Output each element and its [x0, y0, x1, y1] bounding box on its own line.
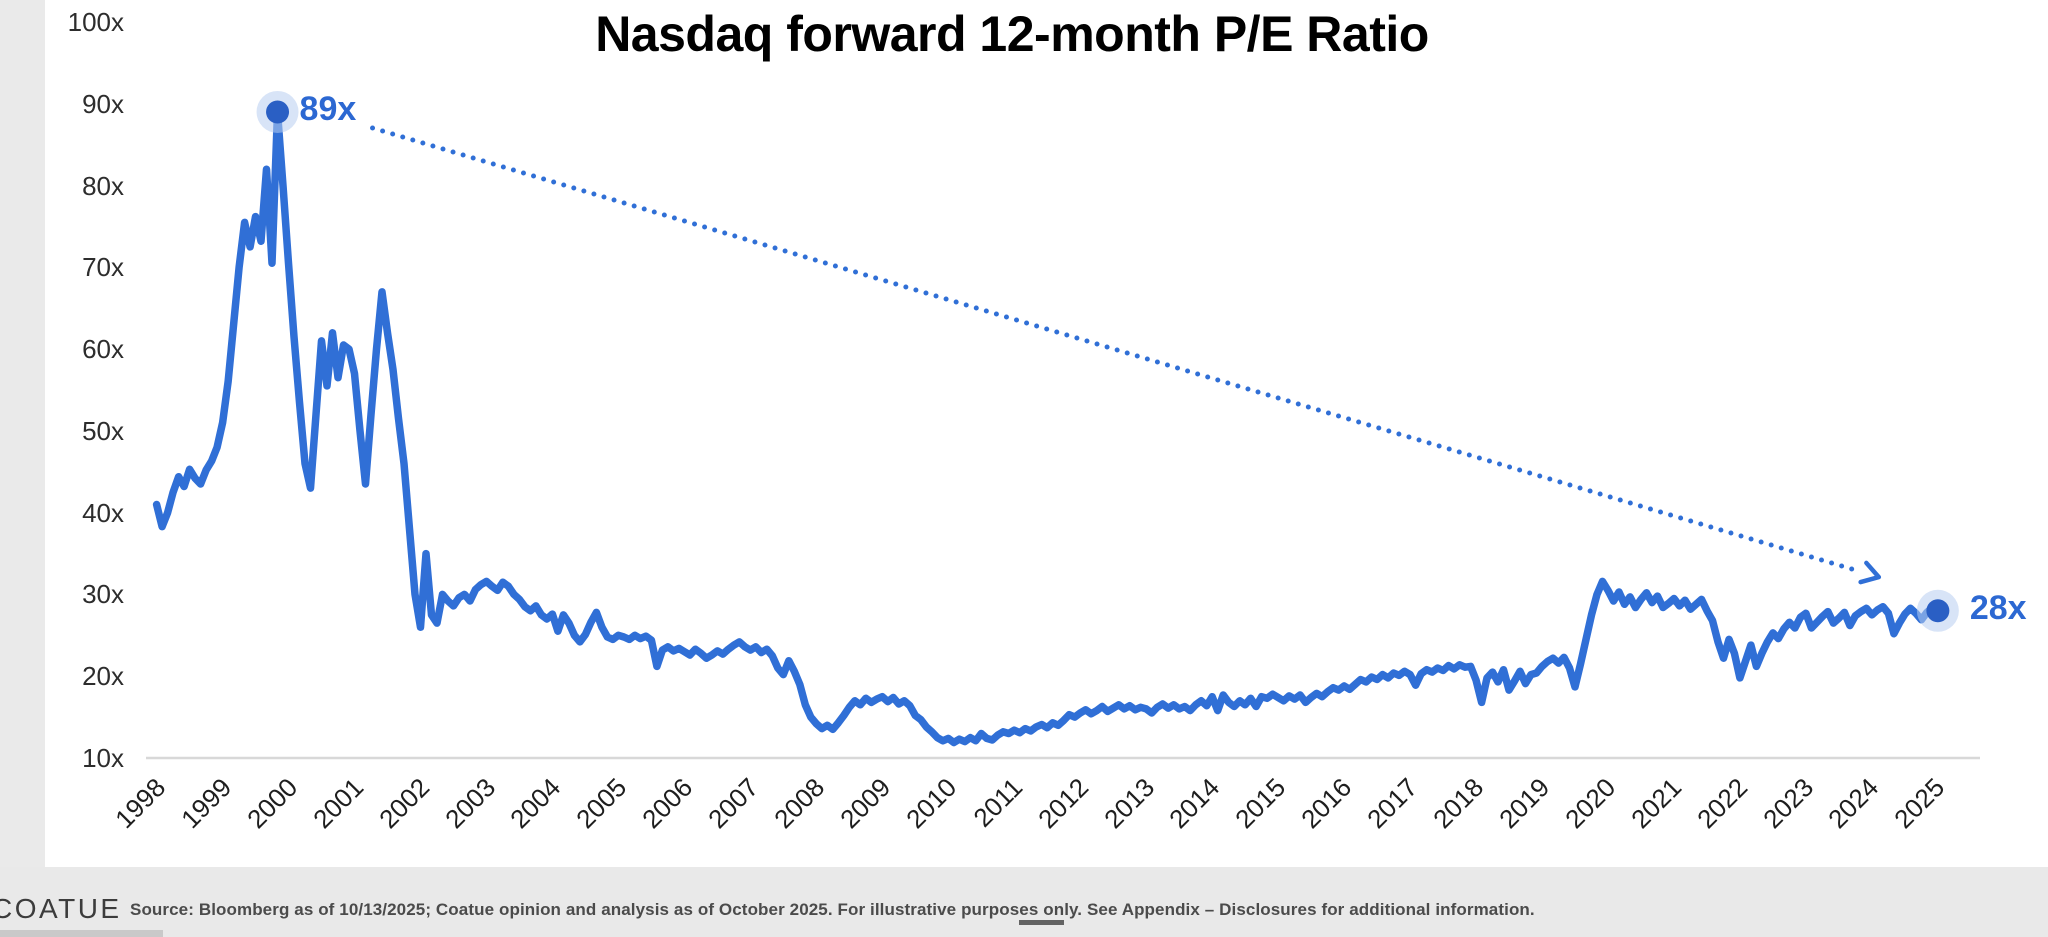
chart-title: Nasdaq forward 12-month P/E Ratio: [595, 6, 1429, 62]
arrowhead-icon: [1858, 560, 1882, 585]
source-disclaimer: Source: Bloomberg as of 10/13/2025; Coat…: [130, 900, 1535, 925]
source-text-pre: Source: Bloomberg as of 10/13/2025; Coat…: [130, 900, 1020, 919]
chart-canvas: [146, 90, 1980, 760]
y-axis-label: 20x: [82, 661, 124, 692]
source-text-post: ly. See Appendix – Disclosures for addit…: [1064, 900, 1535, 919]
source-text-underlined: es on: [1019, 900, 1065, 925]
y-axis-label: 100x: [67, 7, 124, 37]
y-axis-label: 30x: [82, 579, 124, 610]
dotted-trend-line: [370, 125, 1864, 575]
footer-band: [0, 867, 2048, 937]
y-axis-label: 70x: [82, 252, 124, 283]
y-axis-label: 60x: [82, 334, 124, 365]
end-marker-dot: [1926, 599, 1950, 623]
bottom-left-strip: [0, 930, 163, 937]
end-annotation-label: 28x: [1969, 588, 2027, 627]
coatue-logo: COATUE: [0, 893, 122, 924]
y-axis-label: 40x: [82, 497, 124, 528]
left-margin-strip: [0, 0, 45, 867]
peak-annotation-label: 89x: [299, 89, 357, 128]
y-axis-label: 50x: [82, 415, 124, 446]
pe-ratio-line: [152, 108, 1942, 747]
y-axis-label: 10x: [82, 743, 124, 773]
peak-marker-dot: [266, 100, 290, 124]
y-axis-label: 90x: [82, 88, 124, 119]
y-axis-label: 80x: [82, 170, 124, 201]
